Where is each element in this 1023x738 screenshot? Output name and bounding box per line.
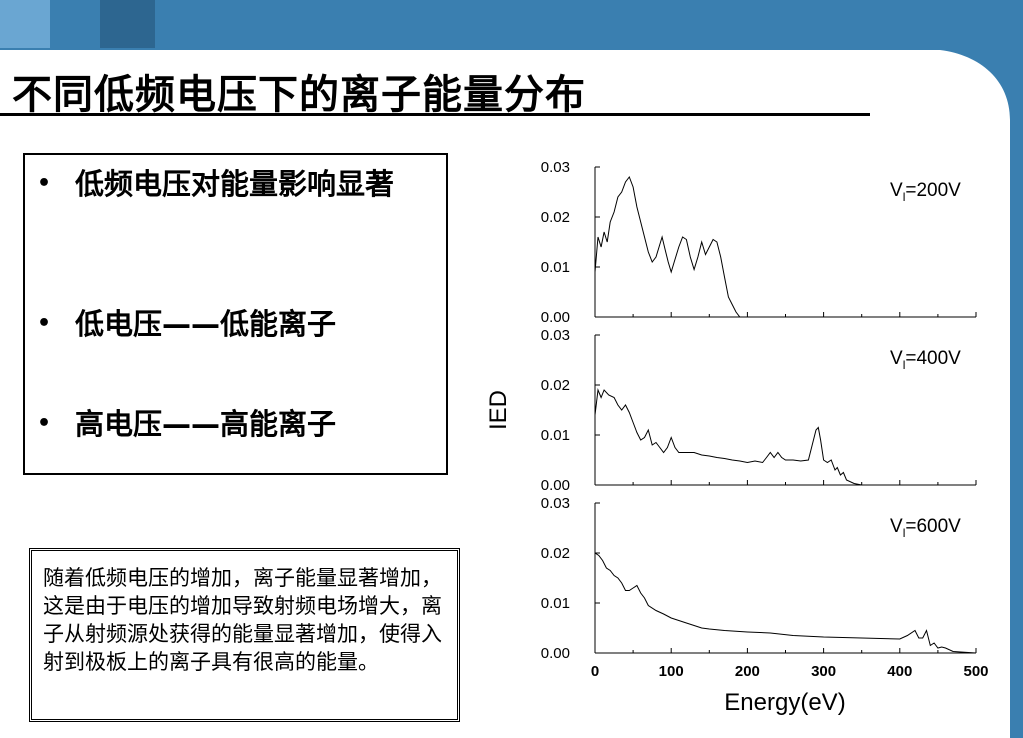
x-tick-label: 400 [887,663,912,680]
y-tick-label: 0.02 [541,209,570,226]
title-underline [0,113,870,116]
page-title: 不同低频电压下的离子能量分布 [12,72,586,118]
y-tick-label: 0.01 [541,427,570,444]
x-tick-label: 200 [735,663,760,680]
x-tick-label: 300 [811,663,836,680]
x-tick-label: 0 [591,663,599,680]
y-tick-label: 0.03 [541,159,570,176]
y-tick-label: 0.01 [541,259,570,276]
bullet-text: 低电压——低能离子 [75,307,337,341]
bullet-text: 低频电压对能量影响显著 [75,167,395,201]
bullet-marker: • [37,411,52,436]
series-label: Vl=200V [890,180,961,204]
bullet-item: • 低电压——低能离子 [37,303,432,345]
note-box: 随着低频电压的增加，离子能量显著增加，这是由于电压的增加导致射频电场增大，离子从… [29,548,460,722]
bullet-item: • 高电压——高能离子 [37,403,432,445]
header-band-light-block [0,0,50,48]
bullet-marker: • [37,171,52,196]
ied-series-line [594,175,744,318]
note-text: 随着低频电压的增加，离子能量显著增加，这是由于电压的增加导致射频电场增大，离子从… [43,566,442,674]
series-label: Vl=400V [890,348,961,372]
ied-series-line [594,552,977,654]
ied-series-line [594,388,862,486]
y-tick-label: 0.00 [541,477,570,494]
y-tick-label: 0.00 [541,309,570,326]
bullet-text: 高电压——高能离子 [75,407,337,441]
ied-chart: 0.00 0.01 0.02 0.03 Vl=200V 0.00 0.01 0.02 0.03 V… [485,159,989,716]
x-tick-label: 100 [659,663,684,680]
x-tick-label: 500 [963,663,988,680]
y-tick-label: 0.02 [541,545,570,562]
bullet-marker: • [37,311,52,336]
y-axis-label: IED [485,390,512,430]
x-axis-label: Energy(eV) [724,689,845,716]
bullet-box: • 低频电压对能量影响显著 • 低电压——低能离子 • 高电压——高能离子 [23,153,448,475]
y-tick-label: 0.02 [541,377,570,394]
y-tick-label: 0.01 [541,595,570,612]
header-band-dark-block [100,0,155,48]
y-tick-label: 0.03 [541,495,570,512]
series-label: Vl=600V [890,516,961,540]
bullet-item: • 低频电压对能量影响显著 [37,163,432,205]
y-tick-label: 0.00 [541,645,570,662]
y-tick-label: 0.03 [541,327,570,344]
